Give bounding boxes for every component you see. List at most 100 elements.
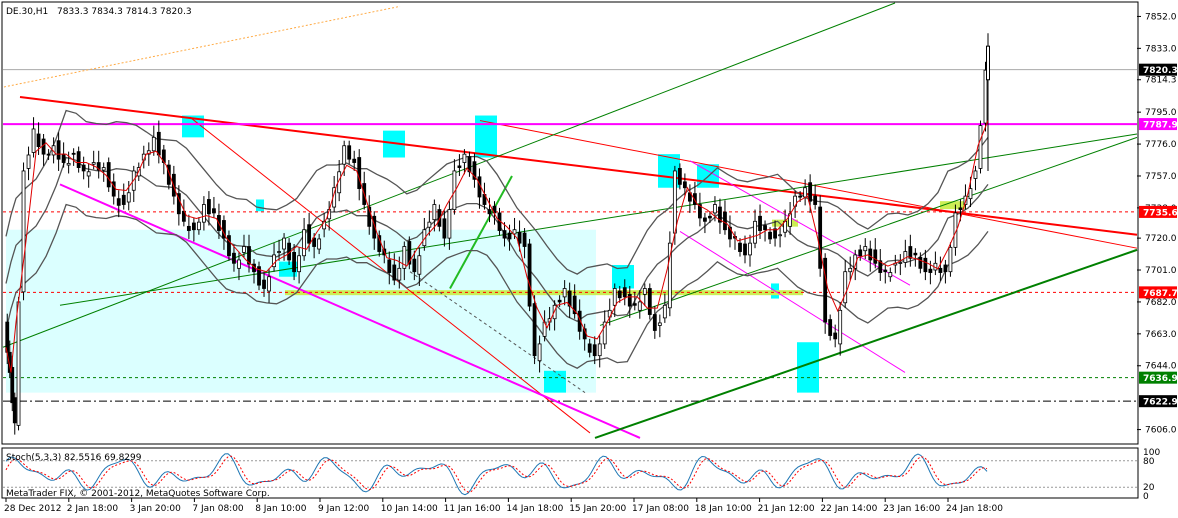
candle-body xyxy=(682,181,687,189)
magenta-trend xyxy=(59,183,641,439)
candle-body xyxy=(978,125,983,169)
x-tick-label: 8 Jan 10:00 xyxy=(255,504,307,514)
candle-body xyxy=(592,344,597,357)
price-tag-label: 7687.7 xyxy=(1143,289,1178,299)
y-tick-label: 7606.0 xyxy=(1145,426,1177,436)
candle-body xyxy=(502,230,507,239)
candle-body xyxy=(342,145,347,165)
candle-body xyxy=(813,195,818,205)
candle-body xyxy=(938,267,943,273)
stoch-axis-label: 80 xyxy=(1143,457,1155,467)
candle-body xyxy=(838,309,843,345)
candle-body xyxy=(517,231,522,244)
candle-body xyxy=(818,206,823,269)
candle-body xyxy=(212,208,216,214)
candle-body xyxy=(597,343,602,357)
bollinger-bands xyxy=(5,109,989,369)
candle-body xyxy=(632,303,637,306)
y-tick-label: 7644.0 xyxy=(1145,362,1177,372)
box-marker xyxy=(797,342,819,393)
box-marker xyxy=(612,264,634,289)
candle-body xyxy=(562,288,567,298)
candle-body xyxy=(71,152,76,155)
candle-body xyxy=(986,45,990,81)
candle-body xyxy=(272,254,276,268)
stoch-axis-label: 100 xyxy=(1143,448,1160,458)
x-tick-label: 23 Jan 16:00 xyxy=(883,504,940,514)
candle-body xyxy=(312,237,317,247)
copyright: MetaTrader FIX, © 2001-2012, MetaQuotes … xyxy=(6,489,270,499)
candle-body xyxy=(763,225,767,231)
x-tick-label: 22 Jan 14:00 xyxy=(820,504,877,514)
candle-body xyxy=(387,259,392,273)
candle-body xyxy=(7,351,12,373)
candle-body xyxy=(652,314,657,331)
candle-body xyxy=(923,257,928,273)
candle-body xyxy=(66,162,71,166)
x-tick-label: 11 Jan 16:00 xyxy=(444,504,501,514)
candle-body xyxy=(36,133,41,147)
candle-body xyxy=(718,206,722,223)
candle-body xyxy=(96,162,101,171)
y-tick-label: 7795.0 xyxy=(1145,108,1177,118)
candle-body xyxy=(803,187,808,198)
box-marker xyxy=(256,199,264,212)
candle-body xyxy=(728,226,732,240)
candle-body xyxy=(693,193,697,205)
magenta-channel xyxy=(679,230,906,373)
y-tick-label: 7663.0 xyxy=(1145,330,1177,340)
bollinger-lower xyxy=(5,203,989,369)
candle-body xyxy=(823,257,828,323)
candle-body xyxy=(26,154,31,169)
candle-body xyxy=(116,198,121,206)
stochastic-label: Stoch(5,3,3) 82.5516 69.8299 xyxy=(6,453,142,463)
candles xyxy=(5,33,990,435)
ohlc-values: 7833.3 7834.3 7814.3 7820.3 xyxy=(57,7,192,17)
candle-body xyxy=(297,255,301,273)
candle-body xyxy=(768,231,772,240)
candle-body xyxy=(898,262,903,264)
candle-body xyxy=(367,206,372,227)
candle-body xyxy=(512,229,517,235)
candle-body xyxy=(587,343,592,353)
candle-body xyxy=(507,232,512,240)
green-trend xyxy=(594,248,1138,439)
candle-body xyxy=(292,251,296,273)
stoch-axis-label: 0 xyxy=(1143,492,1149,502)
box-marker xyxy=(475,115,497,158)
candle-body xyxy=(743,243,747,256)
price-tags: 7820.3 7787.9 7735.6 7687.7 7636.9 7622.9 xyxy=(1139,63,1178,408)
candle-body xyxy=(567,290,572,307)
candle-body xyxy=(242,246,246,253)
y-tick-label: 7682.0 xyxy=(1145,298,1177,308)
price-tag xyxy=(1139,63,1177,76)
candle-body xyxy=(427,221,432,228)
candle-body xyxy=(833,332,838,340)
candle-body xyxy=(557,299,562,303)
candle-body xyxy=(46,153,51,156)
ema-line xyxy=(5,120,989,373)
candle-body xyxy=(487,209,492,215)
candle-body xyxy=(572,295,577,315)
candle-body xyxy=(753,220,757,244)
stoch-main-line xyxy=(5,453,988,496)
x-tick-label: 3 Jan 20:00 xyxy=(130,504,182,514)
candle-body xyxy=(56,140,61,160)
price-tag-label: 7820.3 xyxy=(1143,66,1178,76)
candle-body xyxy=(166,164,171,185)
price-tag xyxy=(1139,371,1177,384)
candle-body xyxy=(16,301,21,426)
candle-body xyxy=(126,192,131,203)
candle-body xyxy=(918,257,923,269)
candle-body xyxy=(868,248,873,261)
candle-body xyxy=(257,266,261,286)
price-tag-label: 7787.9 xyxy=(1143,121,1178,131)
candle-body xyxy=(267,276,271,292)
green-channel xyxy=(59,133,1138,306)
x-tick-label: 18 Jan 10:00 xyxy=(695,504,752,514)
candle-body xyxy=(878,260,883,273)
grid-lines xyxy=(3,69,1137,402)
candle-body xyxy=(773,228,777,239)
